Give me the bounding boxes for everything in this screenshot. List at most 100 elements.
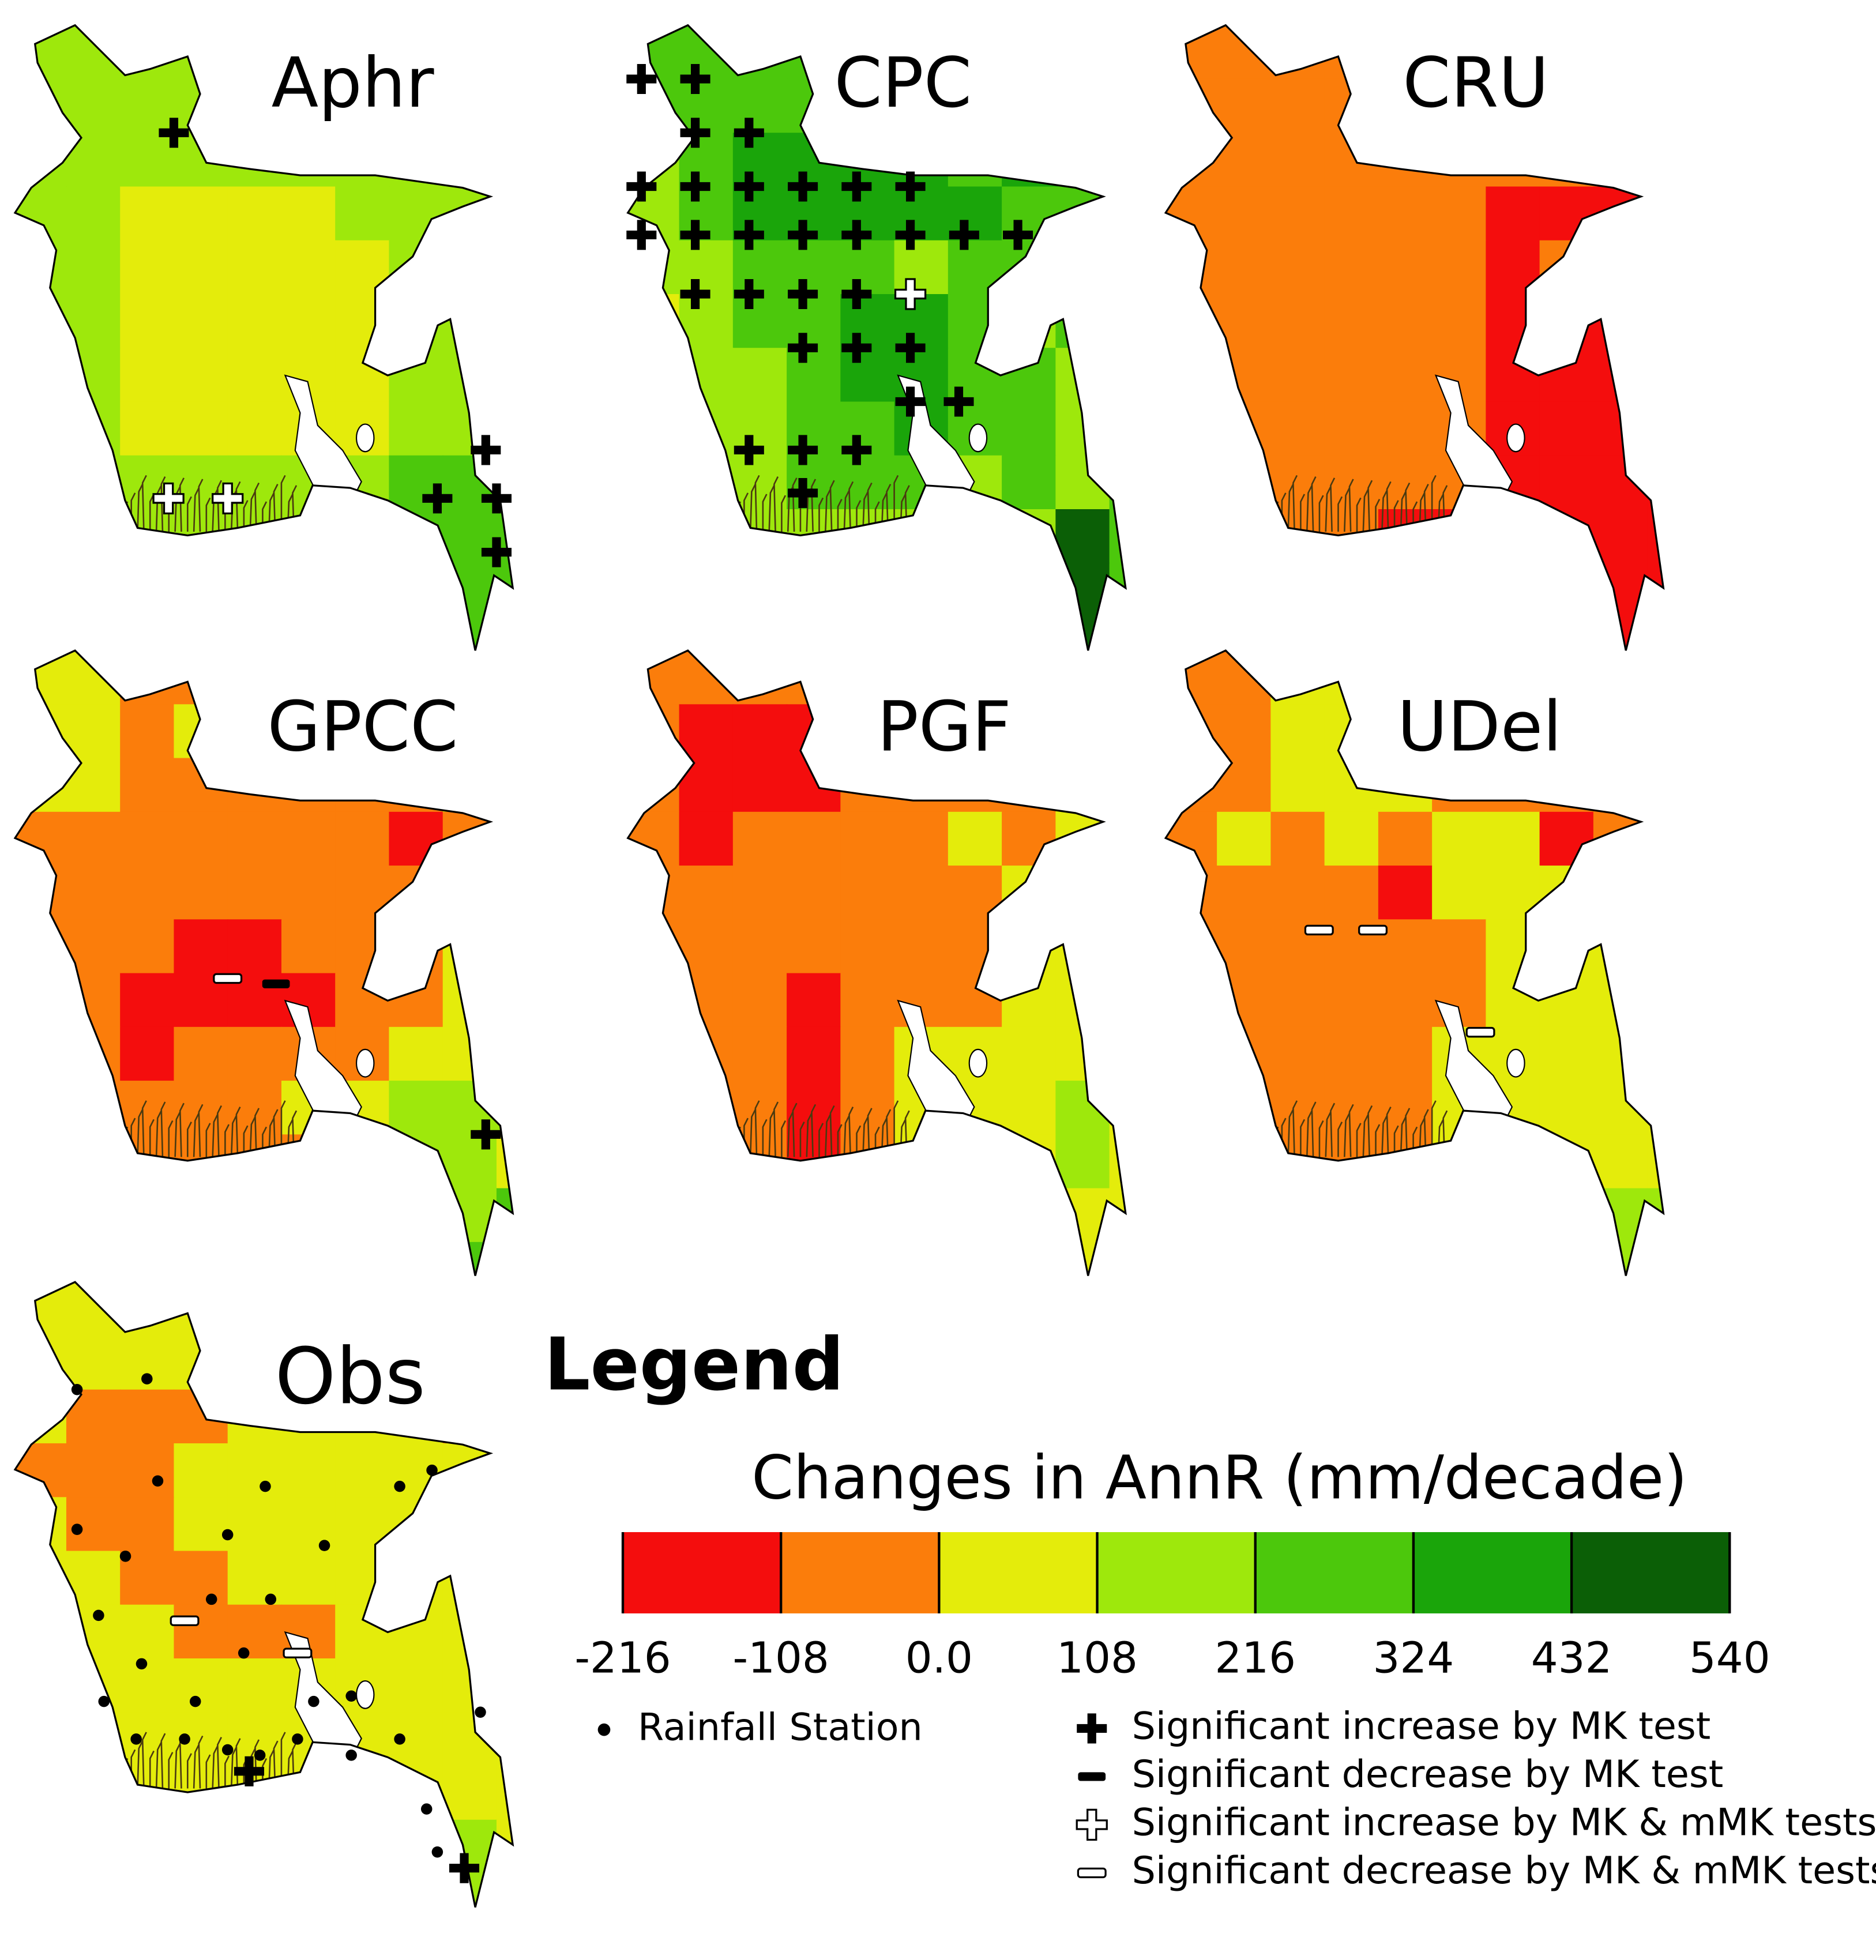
grid-cell <box>15 1766 67 1820</box>
grid-cell <box>732 1026 788 1082</box>
grid-cell <box>227 186 283 241</box>
rain-station <box>345 1750 357 1761</box>
grid-cell <box>1593 133 1648 187</box>
legend-title: Changes in AnnR (mm/decade) <box>751 1443 1687 1513</box>
marker-increase-mk <box>788 279 818 310</box>
marker-decrease-mk-mmk <box>1465 1026 1495 1038</box>
rain-station <box>292 1733 303 1745</box>
grid-cell <box>120 1874 175 1908</box>
legend-station-label: Rainfall Station <box>638 1706 923 1750</box>
grid-cell <box>1055 509 1110 564</box>
grid-cell <box>1166 509 1218 564</box>
marker-decrease-mk-mmk <box>213 973 243 984</box>
grid-cell <box>389 973 443 1028</box>
grid-cell <box>335 1188 390 1243</box>
grid-cell <box>1109 650 1126 705</box>
grid-cell <box>174 240 228 295</box>
grid-cell <box>1109 704 1126 759</box>
marker-increase-mk <box>788 477 818 509</box>
rain-station <box>345 1690 357 1702</box>
grid-cell <box>66 811 121 867</box>
grid-cell <box>1593 650 1648 705</box>
grid-cell <box>1002 1242 1057 1276</box>
grid-cell <box>335 348 390 402</box>
grid-cell <box>174 866 228 920</box>
grid-cell <box>1539 1026 1594 1082</box>
grid-cell <box>335 1282 390 1337</box>
grid-cell <box>496 1081 513 1135</box>
grid-cell <box>948 294 1003 349</box>
grid-cell <box>627 563 680 618</box>
grid-cell <box>496 1551 513 1605</box>
grid-cell <box>389 1242 443 1276</box>
marker-increase-mk <box>841 435 872 465</box>
grid-cell <box>894 1242 949 1276</box>
grid-cell <box>66 1819 121 1875</box>
grid-cell <box>335 973 390 1028</box>
marker-increase-mk <box>841 333 872 363</box>
grid-cell <box>1270 758 1325 812</box>
grid-cell <box>948 1242 1003 1276</box>
grid-cell <box>1166 133 1218 187</box>
marker-increase-mk <box>949 220 979 250</box>
grid-cell <box>389 1766 443 1820</box>
grid-cell <box>496 1389 513 1444</box>
grid-cell <box>281 616 336 651</box>
grid-cell <box>1166 866 1218 920</box>
grid-cell <box>732 509 788 564</box>
grid-cell <box>1109 1081 1126 1135</box>
grid-cell <box>227 1389 283 1444</box>
grid-cell <box>1109 811 1126 867</box>
grid-cell <box>1109 616 1126 651</box>
grid-cell <box>442 186 498 241</box>
rain-station <box>221 1529 234 1541</box>
grid-cell <box>227 1497 283 1552</box>
grid-cell <box>389 1658 443 1713</box>
grid-cell <box>894 240 949 295</box>
island <box>968 423 988 453</box>
grid-cell <box>120 509 175 564</box>
rain-station <box>394 1733 405 1745</box>
grid-cell <box>1166 758 1218 812</box>
colorbar-tick-label: 324 <box>1373 1634 1454 1683</box>
grid-cell <box>732 1134 788 1189</box>
grid-cell <box>66 1282 121 1337</box>
marker-increase-mk <box>841 279 872 310</box>
grid-cell <box>1217 563 1272 618</box>
grid-cell <box>15 1874 67 1908</box>
grid-cell <box>66 240 121 295</box>
grid-cell <box>1539 348 1594 402</box>
grid-cell <box>1055 811 1110 867</box>
grid-cell <box>1593 758 1648 812</box>
grid-cell <box>787 133 841 187</box>
legend-symbol-label: Significant increase by MK test <box>1132 1705 1711 1748</box>
grid-cell <box>679 294 734 349</box>
grid-cell <box>1217 1134 1272 1189</box>
grid-cell <box>227 1604 283 1660</box>
grid-cell <box>1217 186 1272 241</box>
grid-cell <box>120 704 175 759</box>
grid-cell <box>496 866 513 920</box>
grid-cell <box>66 1551 121 1605</box>
grid-cell <box>948 133 1003 187</box>
grid-cell <box>1378 1242 1433 1276</box>
grid-cell <box>1109 78 1126 134</box>
grid-cell <box>1324 186 1379 241</box>
grid-cell <box>15 294 67 349</box>
grid-cell <box>120 1497 175 1552</box>
grid-cell <box>335 1766 390 1820</box>
grid-cell <box>1217 973 1272 1028</box>
grid-cell <box>389 1188 443 1243</box>
grid-cell <box>227 616 283 651</box>
marker-increase-mk <box>680 118 710 148</box>
grid-cell <box>948 509 1003 564</box>
grid-cell <box>1324 758 1379 812</box>
grid-cell <box>227 1658 283 1713</box>
grid-cell <box>1217 758 1272 812</box>
legend-station-symbol <box>597 1723 611 1736</box>
grid-cell <box>442 866 498 920</box>
grid-cell <box>1378 509 1433 564</box>
grid-cell <box>1486 866 1540 920</box>
grid-cell <box>335 919 390 974</box>
grid-cell <box>442 1766 498 1820</box>
